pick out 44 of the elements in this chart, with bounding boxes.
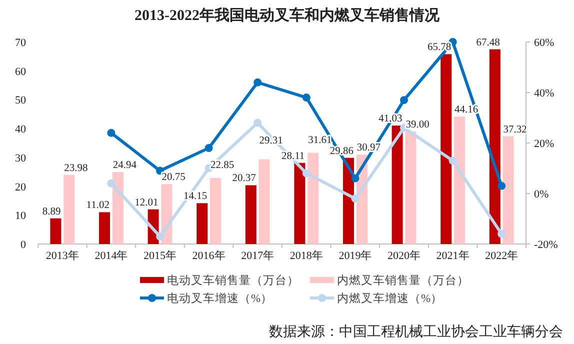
legend-label: 电动叉车增速（%） xyxy=(167,293,273,305)
y2-tick: -20% xyxy=(534,239,558,251)
y-tick: 10 xyxy=(15,210,26,222)
data-label: 8.89 xyxy=(42,206,61,218)
x-tick: 2013年 xyxy=(46,250,79,262)
title: 2013-2022年我国电动叉车和内燃叉车销售情况 xyxy=(134,8,440,24)
y-tick: 50 xyxy=(15,94,26,107)
data-label: 67.48 xyxy=(476,37,500,48)
y-tick: 60 xyxy=(15,66,26,78)
y-tick: 20 xyxy=(15,181,26,194)
legend-label: 内燃叉车增速（%） xyxy=(337,293,443,305)
data-label: 23.98 xyxy=(64,162,88,174)
legend-label: 内燃叉车销售量（万台） xyxy=(337,275,469,287)
data-label: 20.37 xyxy=(232,173,256,184)
data-label: 29.31 xyxy=(259,135,283,146)
x-tick: 2017年 xyxy=(241,250,274,262)
y-tick: 70 xyxy=(15,37,26,49)
data-label: 39.00 xyxy=(406,119,430,130)
data-label: 20.75 xyxy=(162,172,186,184)
data-label: 11.02 xyxy=(86,200,110,212)
y-tick: 0 xyxy=(20,239,26,251)
x-tick: 2018年 xyxy=(290,250,323,262)
x-tick: 2016年 xyxy=(192,250,226,262)
data-label: 14.15 xyxy=(183,191,208,202)
data-label: 24.94 xyxy=(112,160,137,172)
y2-tick: 0% xyxy=(534,188,549,200)
x-tick: 2014年 xyxy=(94,250,128,262)
legend-label: 电动叉车销售量（万台） xyxy=(167,275,299,287)
data-label: 22.85 xyxy=(210,160,234,172)
y2-tick: 20% xyxy=(534,138,554,150)
y2-tick: 60% xyxy=(534,37,554,49)
x-tick: 2020年 xyxy=(388,250,420,262)
x-tick: 2022年 xyxy=(485,250,518,262)
data-label: 31.61 xyxy=(308,134,332,146)
data-label: 12.01 xyxy=(134,197,158,208)
x-tick: 2019年 xyxy=(338,250,372,262)
data-label: 28.11 xyxy=(281,150,305,162)
y-tick: 30 xyxy=(15,152,26,164)
y-tick: 40 xyxy=(15,124,26,136)
x-tick: 2015年 xyxy=(144,250,176,262)
y2-tick: 40% xyxy=(534,88,554,100)
annotation: 数据来源：中国工程机械工业协会工业车辆分会 xyxy=(269,325,563,340)
data-label: 37.32 xyxy=(503,124,527,136)
x-tick: 2021年 xyxy=(436,250,470,262)
